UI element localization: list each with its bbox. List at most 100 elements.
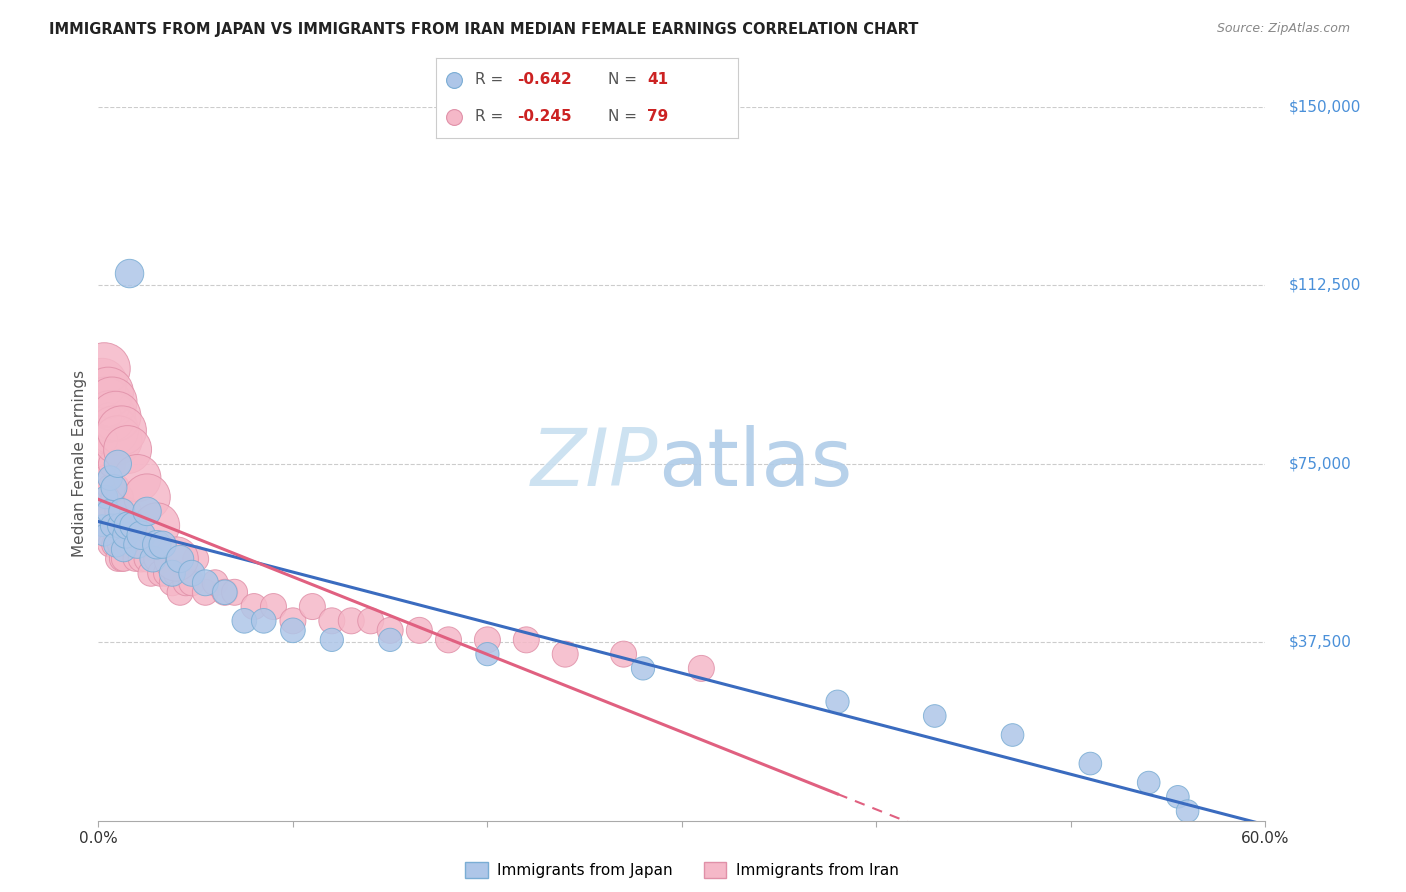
Text: Source: ZipAtlas.com: Source: ZipAtlas.com	[1216, 22, 1350, 36]
Text: R =: R =	[475, 72, 509, 87]
Point	[96, 395, 118, 409]
Point	[378, 624, 402, 638]
Point	[174, 575, 197, 590]
Point	[108, 490, 131, 504]
Point	[165, 552, 187, 566]
Text: 41: 41	[647, 72, 669, 87]
Point	[162, 575, 184, 590]
Point	[136, 552, 159, 566]
Point	[107, 433, 129, 447]
Point	[477, 632, 499, 647]
Point	[98, 409, 121, 424]
Point	[169, 585, 191, 599]
Point	[321, 632, 343, 647]
Point	[101, 457, 124, 471]
Point	[117, 538, 139, 552]
Point	[443, 72, 465, 87]
Point	[243, 599, 266, 614]
Point	[107, 457, 129, 471]
Point	[97, 385, 120, 400]
Point	[378, 632, 402, 647]
Point	[104, 481, 127, 495]
Text: -0.245: -0.245	[517, 109, 572, 124]
Point	[118, 267, 141, 281]
Point	[101, 518, 124, 533]
Point	[214, 585, 236, 599]
Text: ZIP: ZIP	[531, 425, 658, 503]
Point	[107, 504, 129, 518]
Point	[93, 361, 115, 376]
Point	[111, 552, 134, 566]
Point	[321, 614, 343, 628]
Point	[96, 528, 118, 542]
Point	[117, 504, 139, 518]
Point	[1167, 789, 1189, 804]
Point	[97, 504, 120, 518]
Point	[93, 528, 115, 542]
Point	[301, 599, 323, 614]
Legend: Immigrants from Japan, Immigrants from Iran: Immigrants from Japan, Immigrants from I…	[460, 856, 904, 884]
Point	[360, 614, 382, 628]
Point	[253, 614, 276, 628]
Point	[690, 661, 713, 675]
Point	[89, 490, 111, 504]
Point	[103, 424, 125, 438]
Point	[204, 575, 226, 590]
Point	[136, 504, 159, 518]
Point	[129, 528, 152, 542]
Point	[104, 528, 127, 542]
Point	[103, 481, 125, 495]
Point	[108, 538, 131, 552]
Point	[91, 457, 114, 471]
Text: $37,500: $37,500	[1289, 635, 1351, 649]
Point	[114, 528, 136, 542]
Point	[91, 518, 114, 533]
Text: -0.642: -0.642	[517, 72, 572, 87]
Point	[152, 538, 174, 552]
Point	[101, 395, 124, 409]
Point	[104, 409, 127, 424]
Point	[149, 566, 172, 581]
Point	[631, 661, 654, 675]
Point	[96, 471, 118, 485]
Point	[262, 599, 284, 614]
Point	[827, 695, 849, 709]
Point	[180, 575, 202, 590]
Point	[124, 552, 146, 566]
Point	[97, 409, 120, 424]
Point	[146, 552, 169, 566]
Point	[165, 566, 187, 581]
Point	[224, 585, 246, 599]
Point	[162, 566, 184, 581]
Point	[233, 614, 256, 628]
Point	[477, 647, 499, 661]
Point	[281, 624, 304, 638]
Text: $75,000: $75,000	[1289, 457, 1351, 471]
Point	[117, 518, 139, 533]
Text: R =: R =	[475, 109, 509, 124]
Point	[515, 632, 537, 647]
Point	[93, 504, 115, 518]
Point	[104, 538, 127, 552]
Text: IMMIGRANTS FROM JAPAN VS IMMIGRANTS FROM IRAN MEDIAN FEMALE EARNINGS CORRELATION: IMMIGRANTS FROM JAPAN VS IMMIGRANTS FROM…	[49, 22, 918, 37]
Point	[127, 538, 149, 552]
Point	[96, 490, 118, 504]
Point	[127, 471, 149, 485]
Point	[108, 518, 131, 533]
Text: N =: N =	[609, 72, 643, 87]
Point	[111, 504, 134, 518]
Point	[169, 552, 191, 566]
Point	[98, 481, 121, 495]
Point	[127, 538, 149, 552]
Point	[924, 709, 946, 723]
Point	[114, 528, 136, 542]
Point	[101, 518, 124, 533]
Point	[194, 575, 217, 590]
Point	[340, 614, 363, 628]
Point	[281, 614, 304, 628]
Point	[111, 424, 134, 438]
Point	[117, 442, 139, 457]
Point	[612, 647, 634, 661]
Point	[155, 566, 177, 581]
Text: N =: N =	[609, 109, 643, 124]
